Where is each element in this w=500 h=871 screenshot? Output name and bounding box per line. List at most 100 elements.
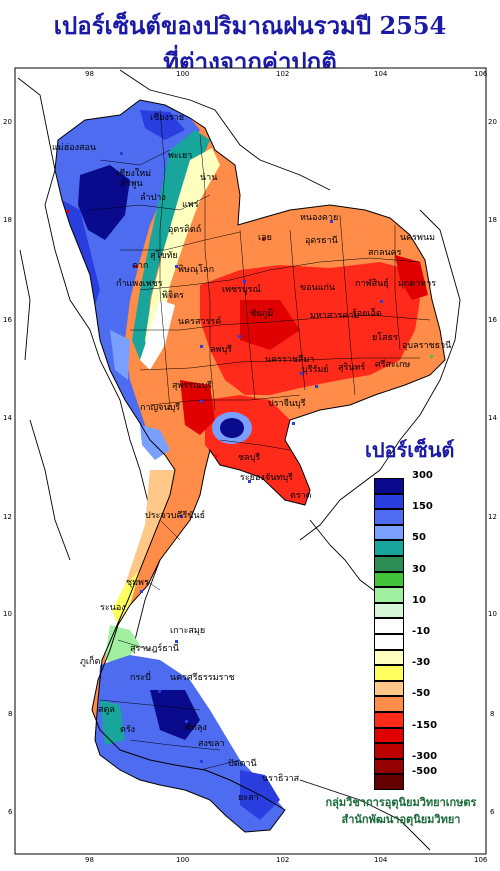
city-label: พิจิตร — [162, 290, 184, 301]
legend-label: 30 — [412, 563, 426, 575]
legend-row — [374, 556, 474, 572]
map-title-line1: เปอร์เซ็นต์ของปริมาณฝนรวมปี 2554 — [53, 11, 447, 40]
city-label: ปราจีนบุรี — [268, 398, 306, 409]
legend-row — [374, 587, 474, 603]
legend-swatch — [374, 665, 404, 681]
city-label: แม่ฮ่องสอน — [52, 143, 96, 153]
legend-row: -30 — [374, 657, 474, 681]
lat-tick: 10 — [3, 610, 12, 618]
legend-label: 50 — [412, 532, 426, 544]
city-label: ลำพูน — [120, 178, 143, 189]
city-label: เกาะสมุย — [170, 626, 205, 636]
legend-swatch — [374, 696, 404, 712]
legend-label: 150 — [412, 501, 433, 513]
lat-tick: 20 — [3, 118, 12, 126]
city-label: ศรีสะเกษ — [375, 359, 410, 370]
lon-tick: 100 — [176, 856, 189, 864]
credit-line2: สำนักพัฒนาอุตุนิยมวิทยา — [341, 813, 461, 826]
city-label: ประจวบคีรีขันธ์ — [145, 509, 205, 521]
legend-label: -30 — [412, 657, 431, 669]
city-label: ชลบุรี — [238, 452, 260, 463]
city-label: ยโสธร — [372, 332, 398, 343]
city-label: แพร่ — [182, 200, 199, 210]
city-label: ลพบุรี — [210, 344, 232, 355]
legend-row — [374, 649, 474, 666]
lat-ticks-right: 20 18 16 14 12 10 8 6 — [488, 118, 497, 816]
legend-row: 300 — [374, 470, 474, 494]
city-label: สกลนคร — [368, 248, 402, 258]
city-label: น่าน — [200, 173, 217, 183]
credit-line1: กลุ่มวิชาการอุตุนิยมวิทยาเกษตร — [325, 796, 477, 809]
city-label: อุบลราชธานี — [402, 340, 451, 351]
city-label: เชียงใหม่ — [116, 168, 151, 179]
lon-tick: 100 — [176, 70, 189, 78]
legend-label: -300 — [412, 750, 438, 762]
lon-tick: 98 — [85, 856, 94, 864]
city-label: นราธิวาส — [262, 773, 300, 784]
legend-row: -150 — [374, 720, 474, 744]
city-label: พะเยา — [168, 151, 192, 161]
legend-row: -500 — [374, 766, 474, 790]
legend-swatch — [374, 618, 404, 634]
city-label: สุราษฎร์ธานี — [130, 642, 179, 654]
lon-ticks-bottom: 98 100 102 104 106 — [85, 856, 488, 864]
legend-swatch — [374, 712, 404, 728]
legend-title: เปอร์เซ็นต์ — [365, 438, 455, 462]
legend-swatch — [374, 571, 404, 588]
legend-row — [374, 618, 474, 634]
legend-swatch — [374, 649, 404, 666]
city-label: ลำปาง — [140, 192, 166, 203]
city-label: นครศรีธรรมราช — [170, 672, 235, 683]
lon-tick: 98 — [85, 70, 94, 78]
legend-swatch — [374, 774, 404, 790]
lon-ticks-top: 98 100 102 104 106 — [85, 70, 488, 78]
lat-tick: 18 — [3, 216, 12, 224]
legend-row: 10 — [374, 595, 474, 619]
legend-row: -10 — [374, 626, 474, 650]
legend-row: -300 — [374, 751, 474, 775]
city-label: กาฬสินธุ์ — [355, 277, 389, 289]
legend-row — [374, 680, 474, 697]
province-labels: แม่ฮ่องสอน เชียงราย พะเยา เชียงใหม่ ลำพู… — [52, 112, 451, 803]
lat-tick: 8 — [490, 710, 494, 718]
legend-swatch — [374, 524, 404, 541]
legend-label: -500 — [412, 766, 438, 778]
lon-tick: 102 — [276, 856, 289, 864]
legend-label: 300 — [412, 470, 433, 481]
city-label: สตูล — [98, 705, 115, 715]
legend-row — [374, 712, 474, 728]
lon-tick: 104 — [374, 856, 388, 864]
city-label: กาญจนบุรี — [140, 402, 180, 413]
legend-row — [374, 493, 474, 510]
city-label: ระนอง — [100, 603, 126, 613]
city-label: สงขลา — [198, 739, 225, 749]
legend-swatch — [374, 634, 404, 650]
city-label: ภูเก็ต — [80, 654, 100, 667]
lat-tick: 14 — [3, 414, 12, 422]
legend-label: -10 — [412, 626, 431, 637]
city-label: นครสวรรค์ — [178, 315, 221, 327]
lat-tick: 20 — [488, 118, 497, 126]
lat-tick: 16 — [3, 316, 12, 324]
city-label: เลย — [258, 233, 272, 243]
city-label: มหาสารคาม — [310, 311, 359, 321]
city-label: บุรีรัมย์ — [302, 363, 329, 375]
lat-tick: 12 — [3, 513, 12, 521]
lat-tick: 18 — [488, 216, 497, 224]
lat-tick: 12 — [488, 513, 497, 521]
legend-label: -50 — [412, 688, 431, 700]
city-label: เพชรบูรณ์ — [222, 283, 261, 295]
city-label: ชัยภูมิ — [250, 308, 273, 319]
legend-swatch — [374, 587, 404, 603]
legend-label: 10 — [412, 594, 426, 606]
city-label: ปัตตานี — [228, 758, 257, 769]
station-markers — [66, 130, 433, 793]
province-borders — [54, 99, 446, 833]
neighbor-borders — [17, 69, 461, 851]
lon-tick: 102 — [276, 70, 289, 78]
city-label: หนองคาย — [300, 213, 338, 223]
legend-swatch — [374, 493, 404, 510]
city-label: สุพรรณบุรี — [172, 380, 212, 391]
city-label: นครพนม — [400, 233, 435, 243]
